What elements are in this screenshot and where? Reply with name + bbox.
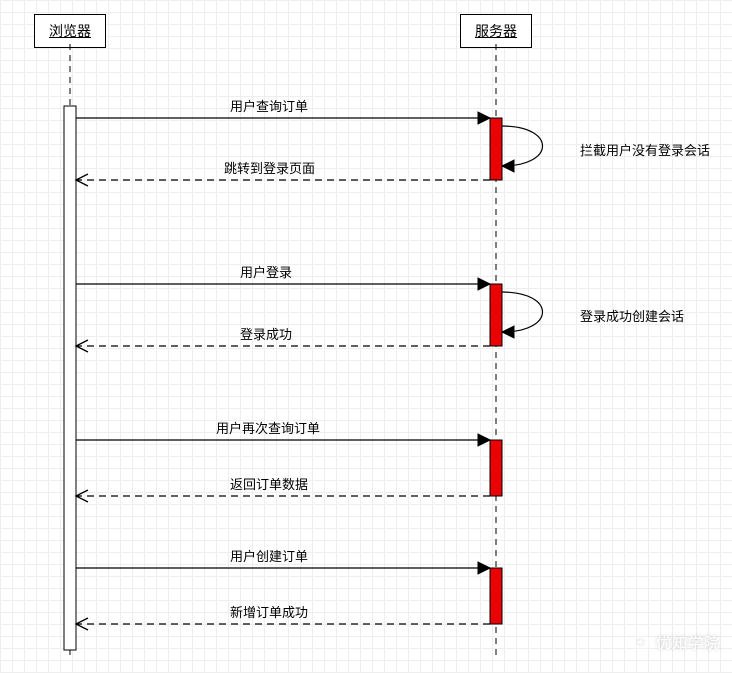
msg-label-6: 用户创建订单 (230, 546, 308, 565)
watermark-icon: ✦ (632, 634, 650, 652)
msg-label-2: 用户登录 (240, 262, 292, 281)
msg-label-5: 返回订单数据 (230, 474, 308, 493)
msg-label-1: 跳转到登录页面 (224, 158, 315, 177)
self-loop-label-0: 拦截用户没有登录会话 (580, 140, 710, 159)
watermark: ✦ 优知学院 (632, 632, 720, 653)
msg-label-0: 用户查询订单 (230, 96, 308, 115)
msg-label-4: 用户再次查询订单 (216, 418, 320, 437)
msg-label-3: 登录成功 (240, 324, 292, 343)
self-loop-label-1: 登录成功创建会话 (580, 306, 684, 325)
msg-label-7: 新增订单成功 (230, 602, 308, 621)
sequence-svg (0, 0, 732, 673)
watermark-text: 优知学院 (656, 632, 720, 653)
